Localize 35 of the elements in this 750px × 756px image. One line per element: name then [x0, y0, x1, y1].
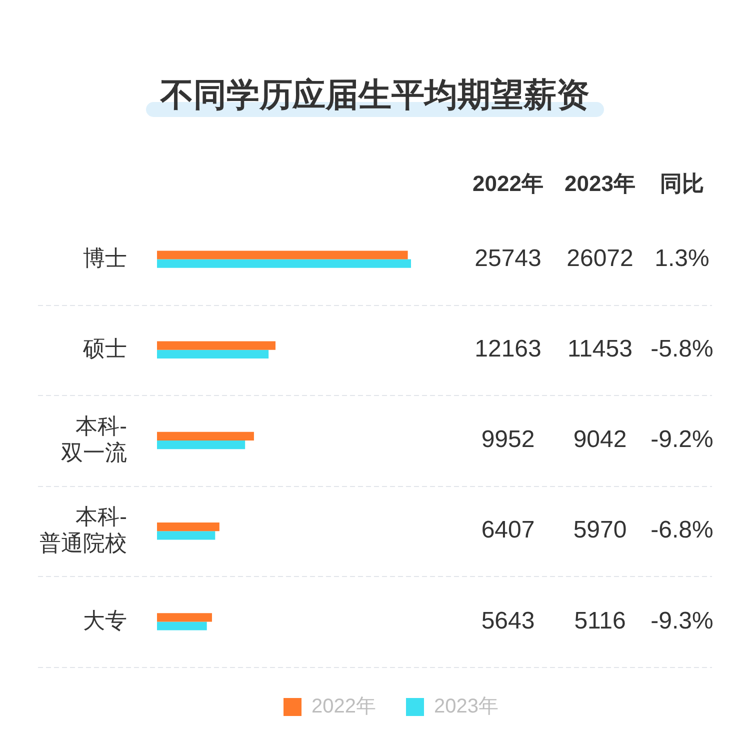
bar: [157, 622, 207, 630]
bar: [157, 250, 408, 260]
text: -6.8%: [650, 516, 714, 544]
bar: [157, 341, 276, 350]
chart-title: 不同学历应届生平均期望薪资: [159, 75, 590, 115]
data-label: 9952: [481, 426, 535, 454]
bar: [157, 613, 212, 622]
data-label: 5116: [574, 607, 626, 634]
bar: [157, 531, 216, 540]
bar: [157, 440, 246, 450]
bar: [157, 432, 254, 440]
y-tick-label: 本科-双一流: [61, 413, 127, 465]
y-tick-label: 大专: [83, 608, 127, 633]
y-tick-label: 硕士: [82, 336, 127, 361]
text: -5.8%: [650, 336, 714, 363]
data-label: 12163: [474, 336, 542, 363]
legend-label: 2022年: [312, 696, 376, 718]
text: 2023年: [564, 171, 636, 196]
data-label: 25743: [474, 244, 542, 272]
text: -9.2%: [650, 426, 714, 454]
data-label: 5970: [573, 516, 627, 544]
text: -9.3%: [650, 607, 714, 634]
y-tick-label: 博士: [83, 245, 127, 270]
legend-label: 2023年: [434, 696, 498, 718]
bar: [157, 522, 220, 532]
text: 2022年: [472, 171, 544, 196]
data-label: 26072: [566, 244, 634, 272]
text: 1.3%: [654, 244, 710, 272]
data-label: 5643: [481, 607, 535, 634]
data-label: 9042: [573, 426, 627, 454]
bar: [157, 259, 411, 268]
data-label: 6407: [481, 516, 535, 544]
bar: [157, 350, 269, 359]
text: 同比: [660, 171, 704, 196]
data-label: 11453: [568, 336, 632, 363]
